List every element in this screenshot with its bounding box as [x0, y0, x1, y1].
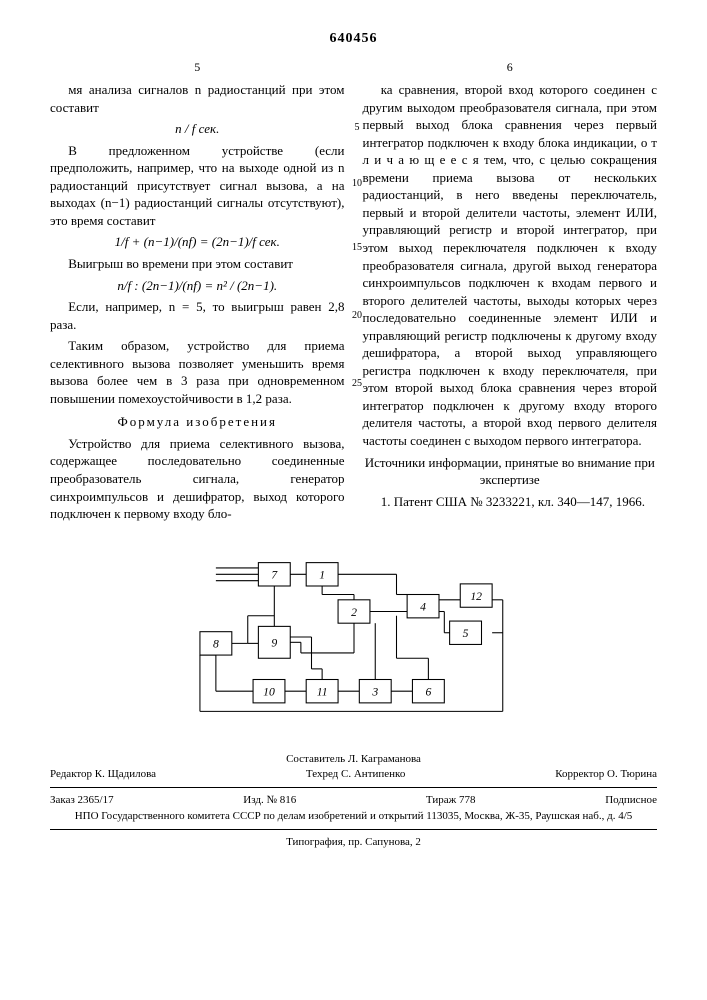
corrector: Корректор О. Тюрина: [555, 767, 657, 782]
paragraph: Если, например, n = 5, то выигрыш равен …: [50, 298, 345, 333]
techred: Техред С. Антипенко: [306, 767, 405, 782]
source-item: 1. Патент США № 3233221, кл. 340—147, 19…: [363, 493, 658, 511]
paragraph: Таким образом, устройство для приема сел…: [50, 337, 345, 407]
paragraph: Устройство для приема селективного вызов…: [50, 435, 345, 523]
block-diagram: 712412589101136: [184, 552, 524, 722]
svg-text:9: 9: [271, 636, 277, 649]
organization: НПО Государственного комитета СССР по де…: [50, 809, 657, 824]
column-number-right: 6: [363, 59, 658, 75]
svg-text:1: 1: [319, 568, 325, 581]
left-column: 5 мя анализа сигналов n радиостанций при…: [50, 59, 345, 527]
svg-text:5: 5: [462, 627, 468, 640]
formula: 1/f + (n−1)/(nf) = (2n−1)/f сек.: [50, 233, 345, 251]
line-number: 25: [350, 377, 364, 391]
sources-heading: Источники информации, принятые во вниман…: [363, 454, 658, 489]
formula: n/f : (2n−1)/(nf) = n² / (2n−1).: [50, 277, 345, 295]
line-number: 10: [350, 177, 364, 191]
edition-number: Изд. № 816: [243, 793, 296, 808]
compiler: Составитель Л. Каграманова: [50, 752, 657, 767]
svg-text:6: 6: [425, 685, 431, 698]
paragraph: мя анализа сигналов n радиостанций при э…: [50, 81, 345, 116]
paragraph: Выигрыш во времени при этом составит: [50, 255, 345, 273]
section-heading: Формула изобретения: [50, 413, 345, 431]
svg-text:11: 11: [316, 685, 327, 698]
formula: n / f сек.: [50, 120, 345, 138]
typography: Типография, пр. Сапунова, 2: [50, 835, 657, 850]
svg-text:2: 2: [351, 605, 357, 618]
document-number: 640456: [50, 30, 657, 49]
column-number-left: 5: [50, 59, 345, 75]
credits-block: Составитель Л. Каграманова Редактор К. Щ…: [50, 752, 657, 851]
svg-text:12: 12: [470, 589, 482, 602]
svg-text:10: 10: [263, 685, 275, 698]
order-number: Заказ 2365/17: [50, 793, 114, 808]
svg-text:8: 8: [212, 637, 218, 650]
editor: Редактор К. Щадилова: [50, 767, 156, 782]
svg-text:3: 3: [371, 685, 378, 698]
paragraph: В предложенном устройстве (если предполо…: [50, 142, 345, 230]
tirazh: Тираж 778: [426, 793, 476, 808]
paragraph: ка сравнения, второй вход которого соеди…: [363, 81, 658, 449]
line-number: 15: [350, 241, 364, 255]
svg-text:4: 4: [420, 600, 426, 613]
right-column: 6 ка сравнения, второй вход которого сое…: [363, 59, 658, 527]
line-number: 5: [350, 121, 364, 135]
subscription: Подписное: [605, 793, 657, 808]
line-number: 20: [350, 309, 364, 323]
